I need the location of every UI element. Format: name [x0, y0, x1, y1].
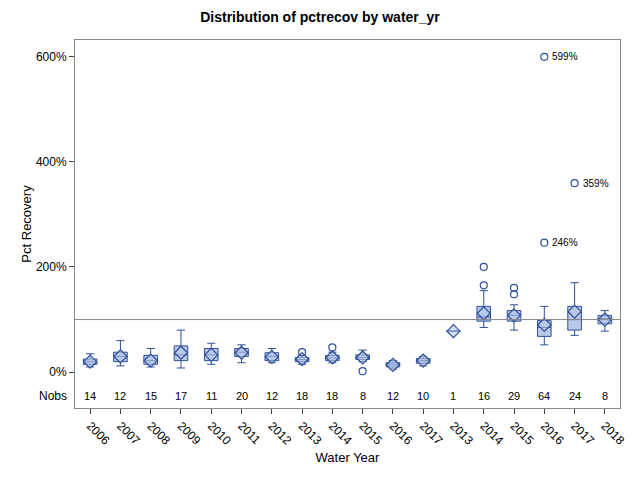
svg-text:8: 8 [602, 390, 608, 402]
svg-text:246%: 246% [552, 237, 578, 248]
svg-text:2014: 2014 [326, 419, 355, 448]
svg-text:29: 29 [508, 390, 520, 402]
svg-text:Nobs: Nobs [39, 389, 67, 403]
svg-text:18: 18 [326, 390, 338, 402]
svg-text:15: 15 [145, 390, 157, 402]
svg-text:2012: 2012 [265, 419, 294, 448]
svg-text:2008: 2008 [144, 419, 173, 448]
svg-text:64: 64 [538, 390, 550, 402]
svg-text:600%: 600% [36, 50, 67, 64]
svg-text:2017: 2017 [417, 419, 446, 448]
svg-text:2010: 2010 [205, 419, 234, 448]
svg-text:12: 12 [266, 390, 278, 402]
svg-text:18: 18 [296, 390, 308, 402]
svg-text:Pct Recovery: Pct Recovery [19, 185, 34, 263]
svg-text:2006: 2006 [84, 419, 113, 448]
svg-text:2017: 2017 [568, 419, 597, 448]
svg-text:200%: 200% [36, 260, 67, 274]
svg-text:2016: 2016 [538, 419, 567, 448]
svg-text:1: 1 [450, 390, 456, 402]
svg-text:12: 12 [387, 390, 399, 402]
svg-text:24: 24 [569, 390, 581, 402]
svg-text:14: 14 [84, 390, 96, 402]
svg-text:2013: 2013 [447, 419, 476, 448]
svg-text:400%: 400% [36, 155, 67, 169]
svg-text:12: 12 [114, 390, 126, 402]
svg-text:599%: 599% [552, 51, 578, 62]
svg-text:2009: 2009 [175, 419, 204, 448]
svg-text:2018: 2018 [598, 419, 627, 448]
svg-text:8: 8 [360, 390, 366, 402]
svg-text:0%: 0% [49, 365, 67, 379]
svg-text:Water Year: Water Year [316, 450, 381, 465]
svg-text:359%: 359% [583, 178, 609, 189]
svg-text:2014: 2014 [477, 419, 506, 448]
svg-text:Distribution of pctrecov by wa: Distribution of pctrecov by water_yr [200, 9, 440, 25]
svg-text:2015: 2015 [356, 419, 385, 448]
svg-text:10: 10 [417, 390, 429, 402]
svg-text:2015: 2015 [508, 419, 537, 448]
svg-text:2013: 2013 [296, 419, 325, 448]
svg-text:16: 16 [478, 390, 490, 402]
svg-text:2011: 2011 [235, 419, 263, 447]
svg-text:2007: 2007 [114, 419, 143, 448]
svg-text:17: 17 [175, 390, 187, 402]
svg-text:2016: 2016 [387, 419, 416, 448]
svg-text:11: 11 [206, 390, 217, 402]
svg-text:20: 20 [236, 390, 248, 402]
